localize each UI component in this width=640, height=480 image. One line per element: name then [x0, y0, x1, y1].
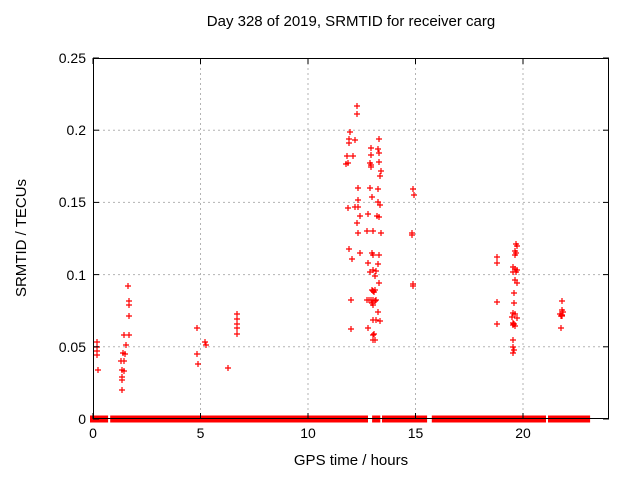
x-axis-label: GPS time / hours — [293, 452, 409, 469]
x-tick-label: 0 — [89, 425, 97, 441]
x-tick-label: 10 — [300, 425, 316, 441]
x-tick-label: 20 — [515, 425, 531, 441]
y-tick-label: 0 — [78, 411, 86, 427]
y-tick-label: 0.2 — [66, 122, 86, 139]
y-tick-label: 0.05 — [58, 338, 86, 355]
y-tick-label: 0.15 — [58, 194, 86, 211]
y-tick-label: 0.1 — [66, 266, 86, 283]
y-tick-label: 0.25 — [58, 50, 86, 66]
x-tick-label: 5 — [196, 425, 205, 441]
y-axis-label: SRMTID / TECUs — [13, 178, 30, 298]
x-tick-label: 15 — [407, 425, 424, 441]
chart-title: Day 328 of 2019, SRMTID for receiver car… — [206, 13, 496, 30]
